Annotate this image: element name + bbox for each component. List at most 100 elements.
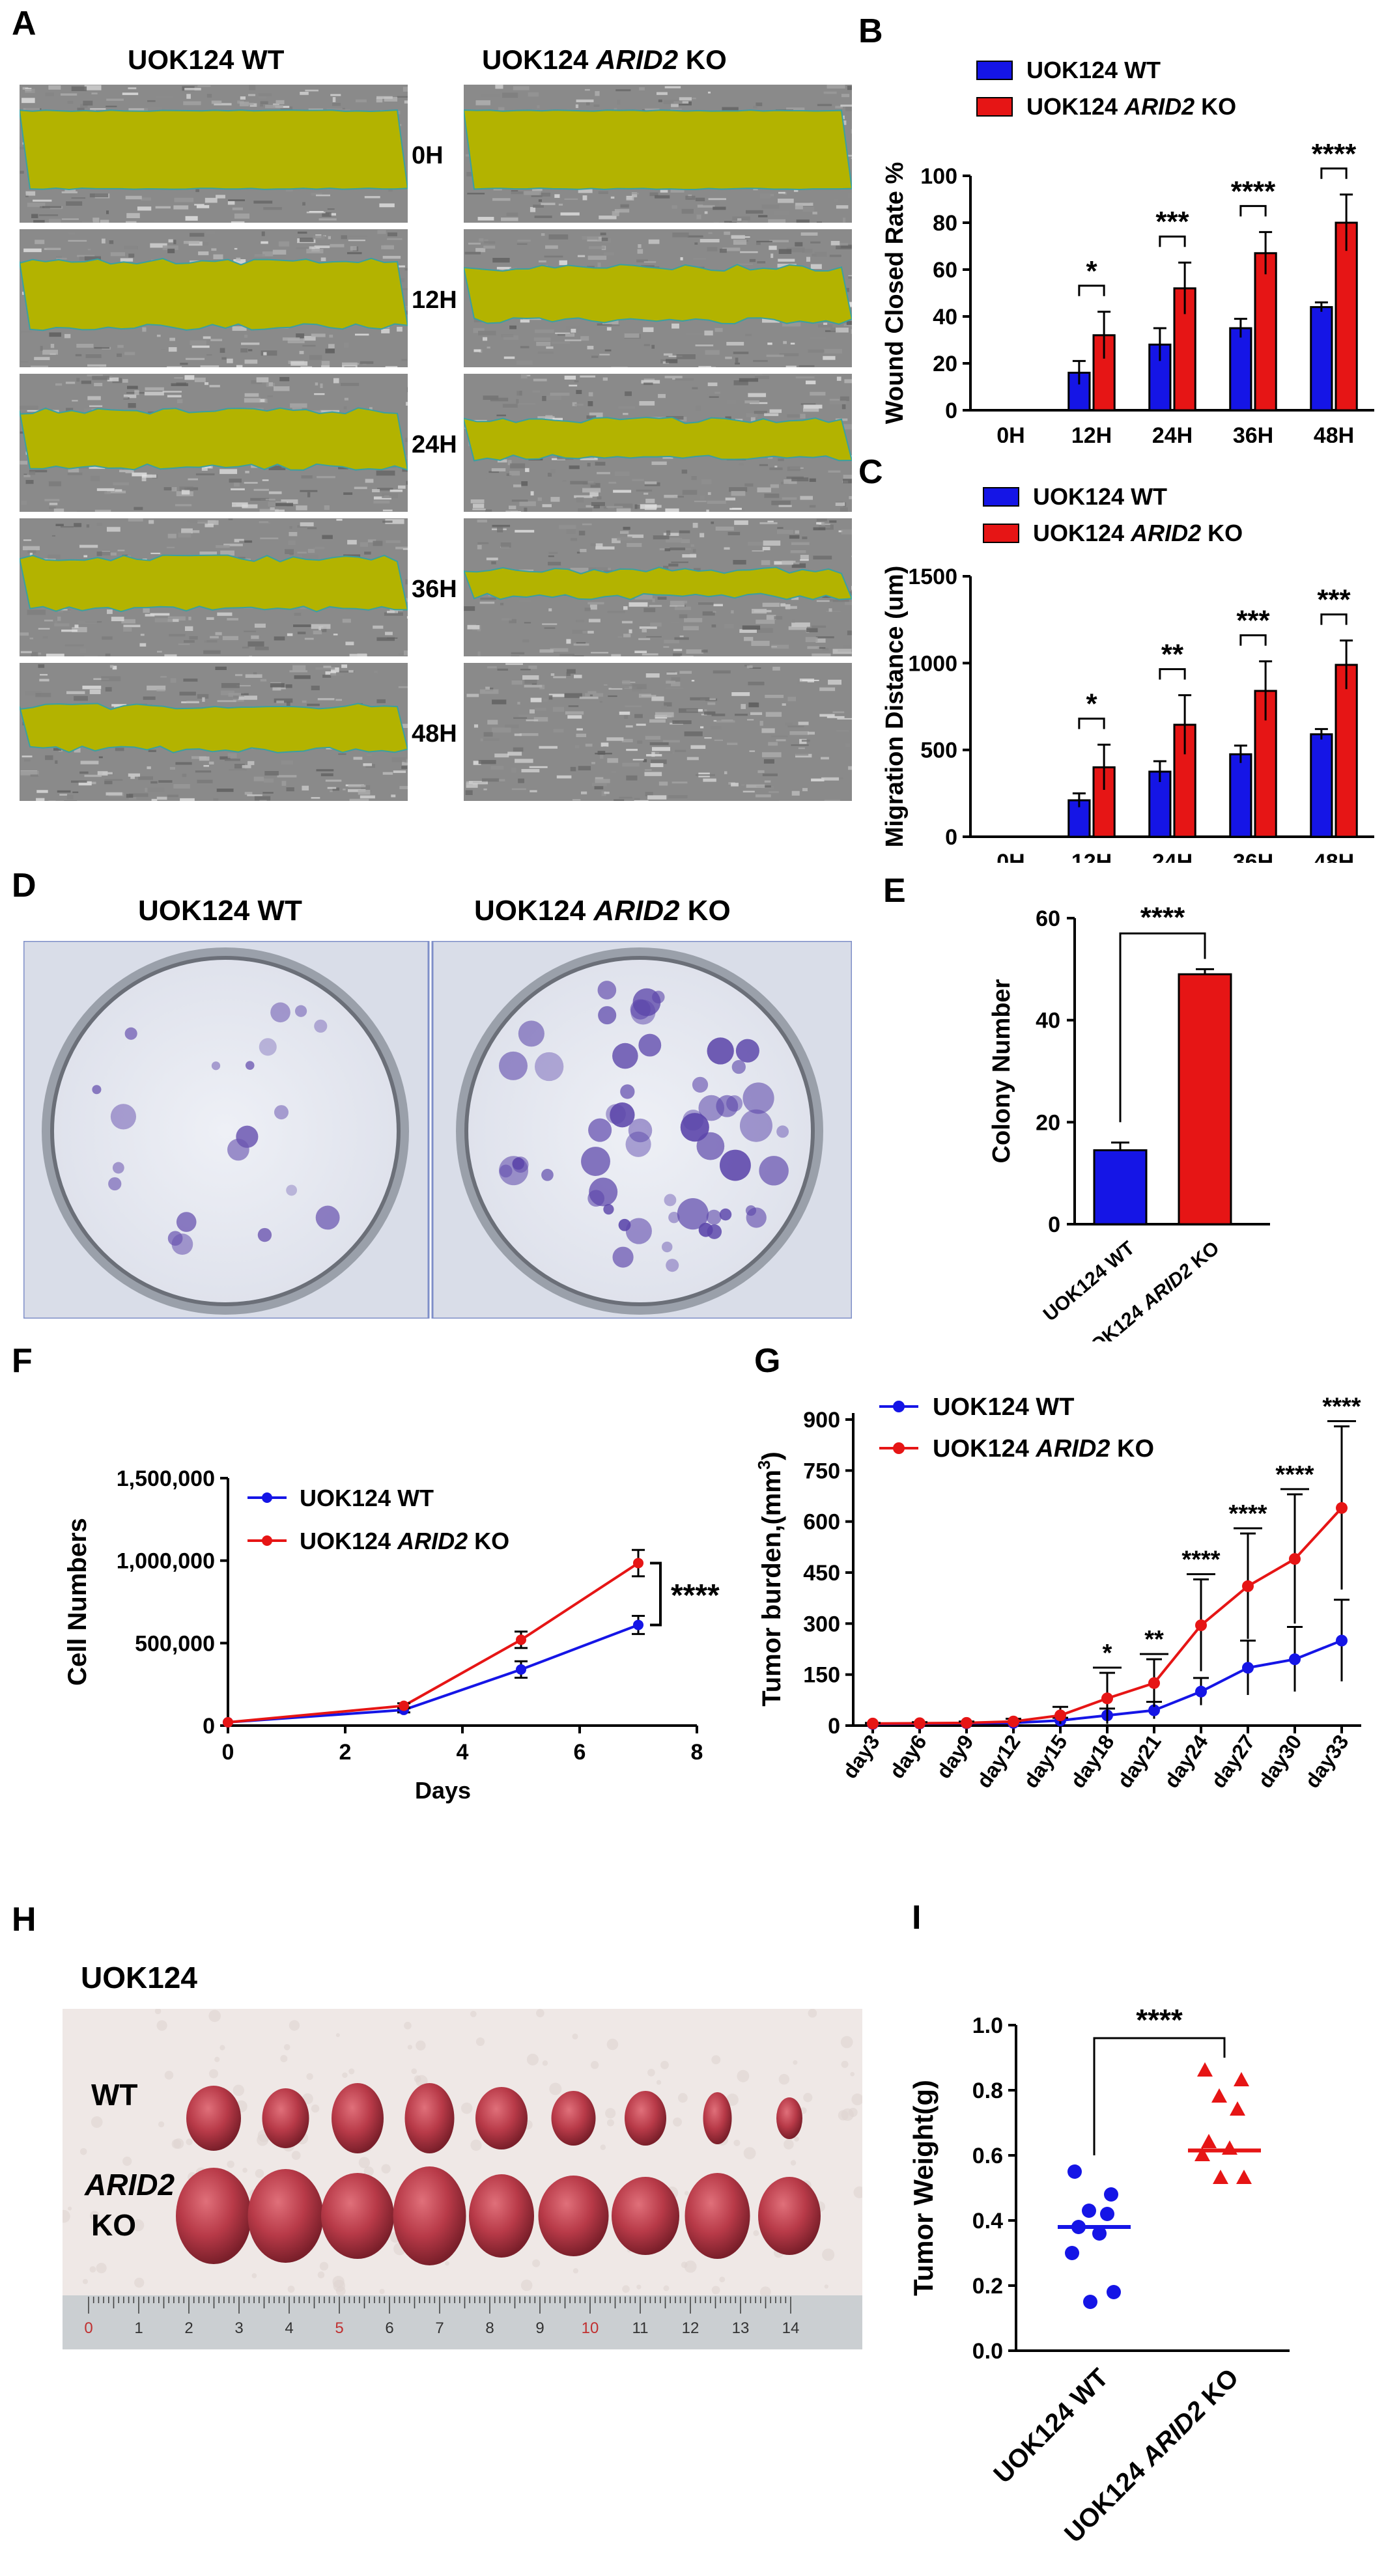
colony [707,1037,734,1065]
wound-image-ko-24H [464,374,852,512]
data-point-ko [1234,2072,1249,2086]
x-tick-label: UOK124 ARID2 KO [1076,1237,1224,1341]
significance-bracket [1093,2037,1226,2155]
bar-wt [1229,753,1252,838]
data-point-ko [1201,2134,1217,2148]
x-tick-label: 2 [339,1740,352,1765]
significance-label: **** [671,1578,720,1613]
wound-image-wt-48H [20,663,408,801]
colony [598,1006,617,1025]
ruler-number: 3 [234,2319,243,2337]
ruler-number: 8 [485,2319,494,2337]
colony [610,1102,635,1128]
panel-label-e: E [883,872,906,910]
x-tick-label: 24H [1152,850,1193,863]
y-axis-label: Colony Number [988,979,1015,1163]
x-tick-label: 6 [574,1740,586,1765]
legend-swatch [983,524,1019,543]
legend-swatch [983,487,1019,507]
colony [706,1209,722,1225]
colony [518,1020,544,1047]
x-tick-label: day33 [1300,1730,1353,1792]
data-point-ko [1213,2170,1228,2184]
data-point-wt [1082,2204,1096,2218]
x-tick-label: day15 [1019,1730,1072,1792]
chart-wound-closed-rate: 0 20 40 60 80 100 0H 12H * 24H *** 36H **** 48H **** Wo… [881,57,1374,443]
y-tick-label: 100 [920,164,957,189]
data-point [1336,1634,1348,1647]
panel-a-header-ko: UOK124 ARID2 KO [482,44,727,75]
data-point [1242,1662,1254,1674]
legend-label: UOK124 ARID2 KO [1033,520,1243,546]
y-axis-label: Tumor Weight(g) [908,2080,939,2296]
x-tick-label: day9 [931,1730,978,1782]
x-tick-label: 36H [1233,423,1273,443]
tumor-ko [612,2177,679,2255]
panel-h-tumor-photo: 0 1 2 3 4 5 6 7 8 9 10 11 12 13 14 WT ARID2 KO [63,2009,862,2349]
chart-cell-numbers: 0 500,000 1,000,000 1,500,000 0 2 4 6 8 **** Days C… [63,1466,720,1804]
ruler-number: 5 [335,2319,343,2337]
panel-h-row-wt: WT [91,2078,138,2112]
time-label-24H: 24H [412,431,457,458]
tumor-wt [551,2091,596,2146]
ruler-number: 2 [184,2319,193,2337]
significance-label: ** [1161,639,1184,671]
data-point [1289,1553,1301,1565]
significance-bracket [1239,634,1267,646]
colony [625,1218,652,1244]
x-tick-label: 36H [1233,850,1273,863]
colony [776,1125,789,1138]
bar-ko [1092,766,1116,838]
colony [719,1208,732,1221]
significance-bracket [1159,235,1186,247]
significance-bracket [1320,167,1348,179]
data-point-wt [1065,2246,1079,2260]
data-point [1054,1709,1066,1722]
tumor-wt [776,2097,802,2139]
colony [677,1197,709,1230]
x-tick-label: 4 [457,1740,469,1765]
colony [666,1259,679,1272]
y-tick-label: 500,000 [135,1631,215,1656]
y-tick-label: 150 [803,1663,840,1688]
wound-image-ko-12H [464,229,852,367]
ruler-number: 12 [682,2319,700,2337]
y-tick-label: 0 [828,1714,840,1739]
data-point [1336,1502,1348,1514]
y-tick-label: 1.0 [972,2013,1003,2038]
data-point [1101,1692,1113,1705]
wound-image-wt-12H [20,229,408,367]
data-point-wt [1100,2207,1114,2221]
colony [735,1039,759,1063]
legend-label: UOK124 WT [1033,483,1167,510]
significance-label: *** [1236,605,1270,637]
colony [683,1110,704,1131]
data-point [1289,1653,1301,1666]
data-point [399,1700,409,1711]
data-point-wt [1083,2295,1097,2309]
data-point [1008,1715,1019,1728]
x-tick-label: 0H [996,850,1025,863]
colony [211,1061,221,1071]
colony [236,1125,259,1148]
ruler-number: 1 [134,2319,143,2337]
legend-marker [262,1492,272,1503]
data-point [1195,1685,1207,1698]
significance-bracket [1078,285,1105,296]
ruler-number: 13 [732,2319,750,2337]
tumor-wt [186,2086,241,2151]
y-tick-label: 0.4 [972,2209,1003,2233]
x-tick-label: day30 [1253,1730,1307,1792]
x-tick-label: 12H [1071,850,1112,863]
colony [716,1095,739,1117]
colony [534,1052,564,1082]
panel-label-d: D [12,867,36,904]
bar-ko [1335,664,1358,838]
data-point-wt [1092,2226,1107,2241]
ruler-number: 0 [84,2319,92,2337]
y-tick-label: 0 [203,1714,215,1739]
colony [719,1149,751,1181]
tumor-ko [321,2173,394,2259]
panel-h-row-ko-gene: ARID2 [84,2168,175,2202]
wound-image-ko-36H [464,518,852,656]
